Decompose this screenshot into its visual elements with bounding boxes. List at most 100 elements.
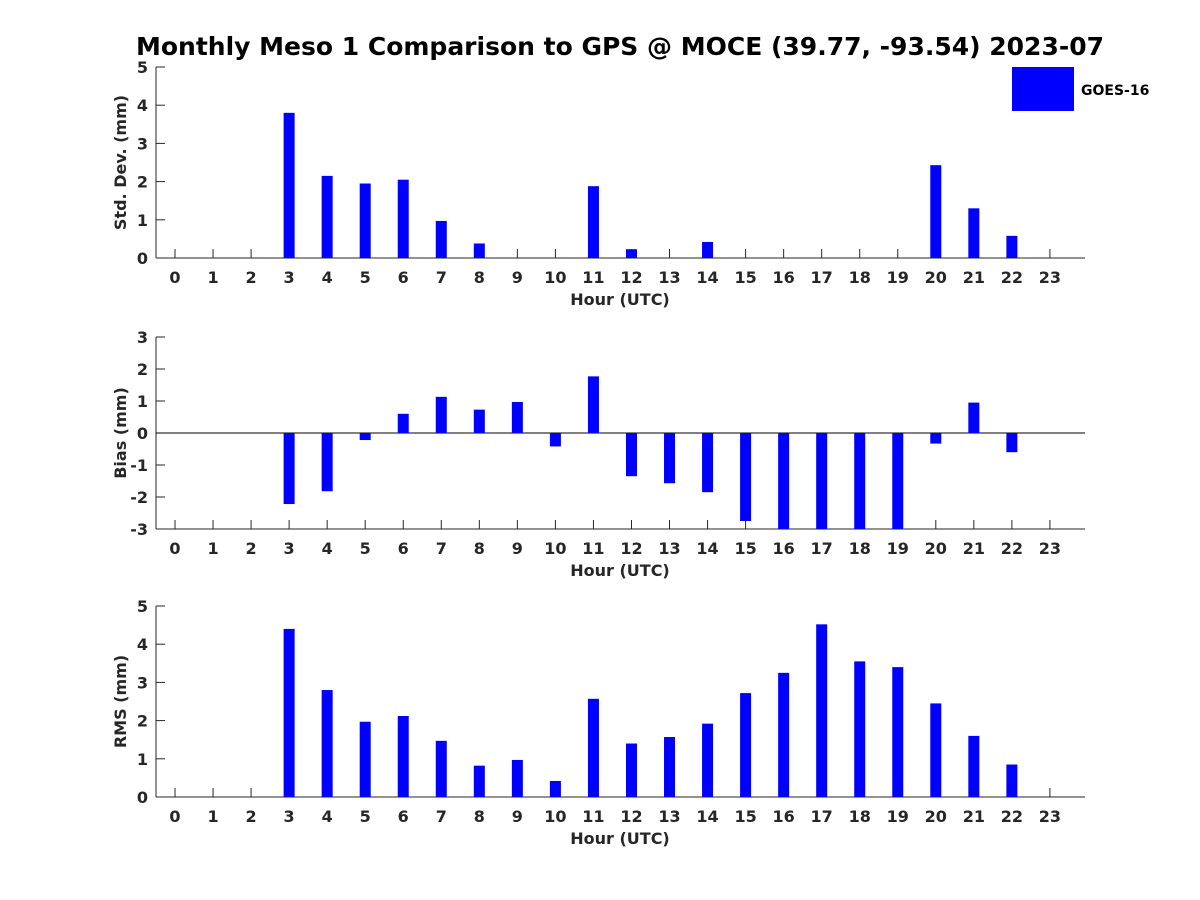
bar-rms-hour-21 — [968, 735, 980, 797]
x-tick-label: 2 — [246, 539, 257, 558]
bar-std-dev-hour-8 — [473, 243, 485, 258]
x-tick-label: 0 — [169, 807, 180, 826]
x-tick-label: 16 — [773, 268, 795, 287]
bar-rms-hour-15 — [740, 693, 752, 797]
x-tick-label: 23 — [1039, 268, 1061, 287]
x-tick-label: 4 — [322, 807, 333, 826]
y-tick-label: 2 — [137, 360, 148, 379]
x-tick-label: 21 — [963, 807, 985, 826]
x-tick-label: 22 — [1001, 268, 1023, 287]
bar-rms-hour-10 — [549, 780, 561, 797]
bar-rms-hour-19 — [892, 667, 904, 797]
x-tick-label: 11 — [582, 268, 604, 287]
x-tick-label: 19 — [887, 539, 909, 558]
bar-bias-hour-18 — [854, 433, 866, 529]
x-tick-label: 18 — [849, 807, 871, 826]
x-tick-label: 23 — [1039, 807, 1061, 826]
bar-rms-hour-11 — [587, 698, 599, 797]
x-tick-label: 16 — [773, 807, 795, 826]
bar-bias-hour-15 — [740, 433, 752, 521]
bar-bias-hour-21 — [968, 402, 980, 433]
x-tick-label: 13 — [658, 539, 680, 558]
x-tick-label: 1 — [207, 807, 218, 826]
bar-bias-hour-11 — [587, 376, 599, 433]
x-axis-label: Hour (UTC) — [570, 561, 670, 580]
x-tick-label: 6 — [398, 807, 409, 826]
x-tick-label: 9 — [512, 539, 523, 558]
y-tick-label: 3 — [137, 328, 148, 347]
x-tick-label: 6 — [398, 539, 409, 558]
bar-std-dev-hour-11 — [587, 186, 599, 258]
x-tick-label: 18 — [849, 268, 871, 287]
x-tick-label: 15 — [734, 268, 756, 287]
x-tick-label: 21 — [963, 539, 985, 558]
legend-label: GOES-16 — [1081, 83, 1149, 99]
y-tick-label: 4 — [137, 635, 148, 654]
bar-bias-hour-19 — [892, 433, 904, 529]
x-tick-label: 9 — [512, 807, 523, 826]
x-tick-label: 13 — [658, 807, 680, 826]
x-tick-label: 0 — [169, 539, 180, 558]
bar-bias-hour-7 — [435, 396, 447, 433]
x-tick-label: 3 — [284, 807, 295, 826]
bar-std-dev-hour-6 — [397, 179, 409, 258]
bar-std-dev-hour-12 — [625, 249, 637, 258]
y-tick-label: 0 — [137, 424, 148, 443]
x-tick-label: 5 — [360, 539, 371, 558]
y-tick-label: 4 — [137, 96, 148, 115]
bar-std-dev-hour-3 — [283, 112, 295, 258]
bar-bias-hour-16 — [778, 433, 790, 529]
x-tick-label: 17 — [811, 539, 833, 558]
bar-rms-hour-6 — [397, 716, 409, 797]
bar-bias-hour-10 — [549, 433, 561, 447]
bar-bias-hour-6 — [397, 413, 409, 433]
x-tick-label: 1 — [207, 268, 218, 287]
y-tick-label: 1 — [137, 750, 148, 769]
x-tick-label: 22 — [1001, 539, 1023, 558]
x-tick-label: 7 — [436, 539, 447, 558]
x-tick-label: 12 — [620, 539, 642, 558]
y-tick-label: 0 — [137, 249, 148, 268]
legend-swatch — [1012, 67, 1074, 111]
x-tick-label: 3 — [284, 268, 295, 287]
y-tick-label: 5 — [137, 597, 148, 616]
x-tick-label: 1 — [207, 539, 218, 558]
y-tick-label: 5 — [137, 58, 148, 77]
x-tick-label: 20 — [925, 807, 947, 826]
y-axis-label: Bias (mm) — [111, 387, 130, 479]
bar-bias-hour-12 — [625, 433, 637, 477]
x-axis-label: Hour (UTC) — [570, 829, 670, 848]
x-axis-label: Hour (UTC) — [570, 290, 670, 309]
x-tick-label: 8 — [474, 268, 485, 287]
y-tick-label: 2 — [137, 173, 148, 192]
bar-rms-hour-13 — [664, 737, 676, 797]
x-tick-label: 21 — [963, 268, 985, 287]
x-tick-label: 8 — [474, 807, 485, 826]
x-tick-label: 2 — [246, 268, 257, 287]
bar-std-dev-hour-20 — [930, 165, 942, 258]
bar-bias-hour-5 — [359, 433, 371, 441]
y-tick-label: 1 — [137, 392, 148, 411]
y-axis-label: RMS (mm) — [111, 655, 130, 748]
x-tick-label: 23 — [1039, 539, 1061, 558]
y-axis-label: Std. Dev. (mm) — [111, 95, 130, 230]
bar-rms-hour-7 — [435, 740, 447, 797]
bar-std-dev-hour-5 — [359, 183, 371, 258]
y-tick-label: -2 — [130, 488, 148, 507]
bar-rms-hour-22 — [1006, 764, 1018, 797]
bar-rms-hour-5 — [359, 721, 371, 797]
bar-bias-hour-17 — [816, 433, 828, 529]
bar-bias-hour-22 — [1006, 433, 1018, 453]
x-tick-label: 19 — [887, 268, 909, 287]
x-tick-label: 2 — [246, 807, 257, 826]
bar-bias-hour-14 — [702, 433, 714, 493]
x-tick-label: 7 — [436, 268, 447, 287]
x-tick-label: 15 — [734, 539, 756, 558]
bar-std-dev-hour-22 — [1006, 235, 1018, 258]
x-tick-label: 11 — [582, 539, 604, 558]
bar-std-dev-hour-14 — [702, 241, 714, 258]
